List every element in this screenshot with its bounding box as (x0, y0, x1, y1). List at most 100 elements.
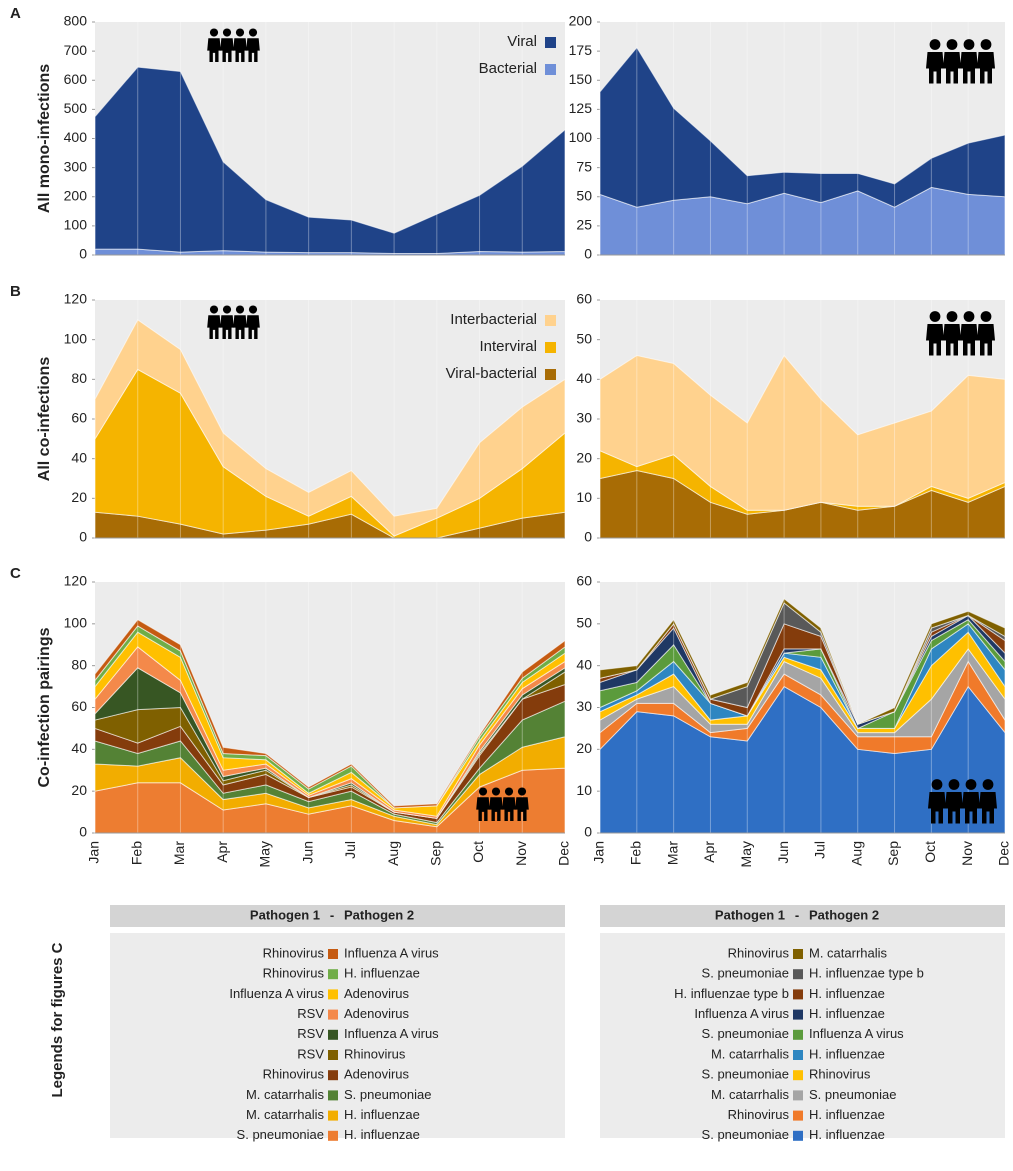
legend-pathogen-2: H. influenzae (809, 986, 885, 1001)
y-tick-label: 20 (576, 740, 592, 756)
legend-swatch (545, 64, 556, 75)
legend-pathogen-1: Rhinovirus (728, 1107, 790, 1122)
y-tick-label: 0 (79, 246, 87, 262)
y-tick-label: 60 (576, 291, 592, 307)
legend-pathogen-1: Rhinovirus (728, 945, 790, 960)
x-tick-label: Mar (664, 841, 680, 865)
y-tick-label: 20 (71, 782, 87, 798)
legend-header: Pathogen 2 (344, 907, 414, 922)
y-tick-label: 0 (584, 246, 592, 262)
y-tick-label: 200 (64, 187, 88, 203)
legend-pathogen-1: RSV (297, 1046, 324, 1061)
legend-pathogen-1: RSV (297, 1006, 324, 1021)
y-tick-label: 20 (71, 489, 87, 505)
y-tick-label: 10 (576, 489, 592, 505)
legend-pathogen-2: H. influenzae (809, 1046, 885, 1061)
legend-header: Pathogen 1 (715, 907, 785, 922)
y-tick-label: 175 (569, 42, 593, 58)
legend-swatch (793, 1110, 803, 1121)
legend-header: Pathogen 2 (809, 907, 879, 922)
legend-swatch (328, 1050, 338, 1060)
y-tick-label: 60 (71, 410, 87, 426)
area-layer (599, 46, 1006, 208)
legend-header: - (795, 907, 799, 922)
y-tick-label: 40 (576, 656, 592, 672)
y-tick-label: 20 (576, 449, 592, 465)
x-tick-label: Jul (342, 841, 358, 859)
y-axis-label: All mono-infections (36, 64, 53, 213)
x-tick-label: Apr (214, 841, 230, 863)
y-tick-label: 0 (79, 529, 87, 545)
x-tick-label: Nov (513, 841, 529, 866)
legend-swatch (328, 1009, 338, 1020)
legend-pathogen-1: S. pneumoniae (237, 1127, 324, 1142)
x-tick-label: Dec (556, 841, 572, 866)
legend-label: Interviral (479, 338, 537, 355)
legend-swatch (328, 949, 338, 959)
legend-pathogen-2: Adenovirus (344, 1006, 410, 1021)
x-tick-label: Aug (385, 841, 401, 866)
legend-pathogen-1: M. catarrhalis (711, 1087, 790, 1102)
legend-pathogen-2: S. pneumoniae (809, 1087, 896, 1102)
legend-label: Viral-bacterial (446, 365, 537, 382)
legend-swatch (545, 369, 556, 380)
x-tick-label: Dec (996, 841, 1012, 866)
y-tick-label: 700 (64, 42, 88, 58)
legend-header-bg (600, 905, 1005, 927)
legend-pathogen-1: Rhinovirus (263, 966, 325, 981)
area-layer (94, 618, 566, 809)
y-tick-label: 60 (71, 698, 87, 714)
legend-pathogen-1: RSV (297, 1026, 324, 1041)
legend-label: Interbacterial (450, 311, 537, 328)
x-tick-label: Sep (885, 841, 901, 866)
legend-swatch (793, 949, 803, 959)
x-tick-label: May (257, 841, 273, 867)
y-tick-label: 60 (576, 573, 592, 589)
legend-side-title: Legends for figures C (49, 942, 66, 1097)
x-tick-label: Nov (959, 841, 975, 866)
legend-header: - (330, 907, 334, 922)
area-layer (94, 319, 566, 537)
legend-pathogen-2: H. influenzae (809, 1107, 885, 1122)
legend-label: Bacterial (479, 60, 537, 77)
legend-swatch (793, 1070, 803, 1081)
x-tick-label: Feb (128, 841, 144, 865)
legend-pathogen-1: S. pneumoniae (702, 1026, 789, 1041)
legend-pathogen-2: H. influenzae (809, 1127, 885, 1142)
y-tick-label: 100 (64, 330, 88, 346)
y-tick-label: 10 (576, 782, 592, 798)
y-tick-label: 100 (64, 615, 88, 631)
x-tick-label: Jan (86, 841, 102, 864)
legend-pathogen-1: M. catarrhalis (711, 1046, 790, 1061)
x-tick-label: May (738, 841, 754, 867)
y-axis-label: All co-infections (36, 357, 53, 482)
x-tick-label: Aug (848, 841, 864, 866)
legend-swatch (793, 1130, 803, 1141)
y-tick-label: 100 (569, 129, 593, 145)
panel-letter: B (10, 283, 21, 300)
legend-pathogen-1: M. catarrhalis (246, 1087, 325, 1102)
legend-swatch (793, 1009, 803, 1020)
legend-swatch (545, 37, 556, 48)
legend-label: Viral (507, 33, 537, 50)
y-tick-label: 80 (71, 656, 87, 672)
y-tick-label: 50 (576, 187, 592, 203)
legend-pathogen-2: Adenovirus (344, 986, 410, 1001)
legend-pathogen-1: S. pneumoniae (702, 1067, 789, 1082)
x-tick-label: Sep (428, 841, 444, 866)
legend-pathogen-1: M. catarrhalis (246, 1107, 325, 1122)
y-tick-label: 50 (576, 615, 592, 631)
legend-pathogen-2: S. pneumoniae (344, 1087, 431, 1102)
legend-swatch (793, 969, 803, 980)
legend-pathogen-2: Rhinovirus (809, 1067, 871, 1082)
y-tick-label: 0 (584, 529, 592, 545)
y-axis-label: Co-infection pairings (36, 627, 53, 787)
legend-pathogen-1: Influenza A virus (694, 1006, 789, 1021)
area-layer (599, 597, 1006, 725)
legend-swatch (328, 1029, 338, 1040)
area-layer (94, 66, 566, 255)
x-tick-label: Oct (922, 841, 938, 863)
legend-pathogen-2: Influenza A virus (809, 1026, 904, 1041)
y-tick-label: 200 (569, 13, 593, 29)
